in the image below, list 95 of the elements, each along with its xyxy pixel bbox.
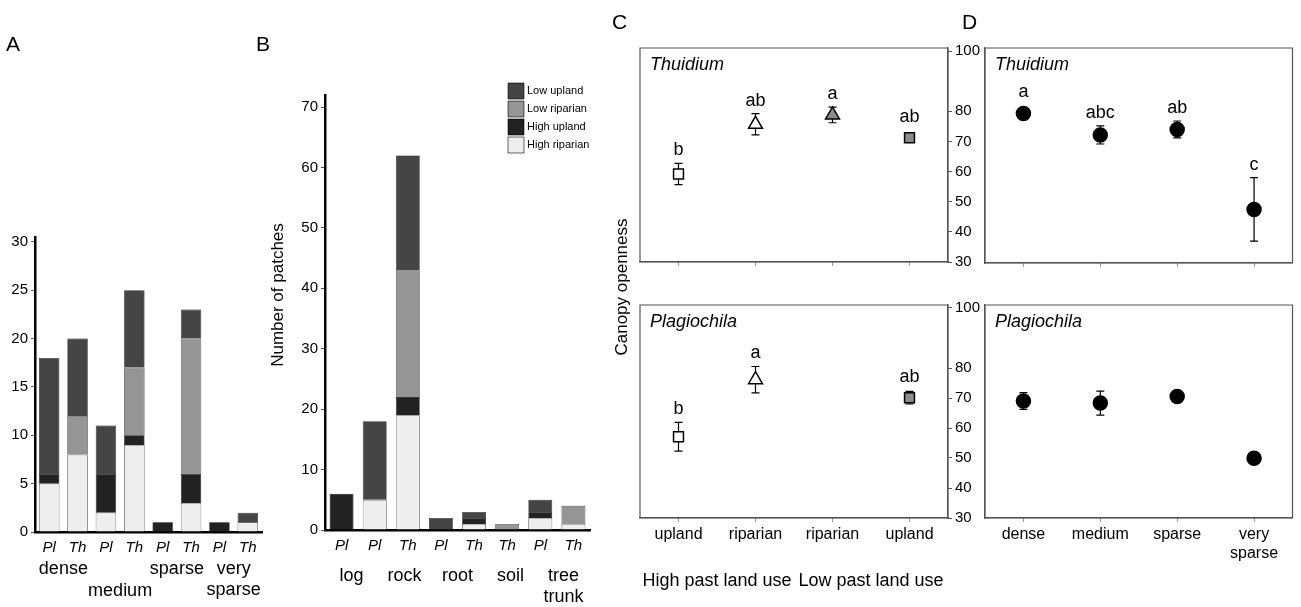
x-tick-label: sparse bbox=[1153, 525, 1202, 543]
data-label: ab bbox=[1167, 96, 1188, 117]
x-tick-label: Th bbox=[182, 538, 200, 556]
x-tick-label: Th bbox=[465, 536, 483, 554]
x-tick-label: upland bbox=[885, 525, 934, 543]
data-label: a bbox=[827, 82, 839, 103]
x-tick-label: Th bbox=[125, 538, 144, 556]
y-tick-label: 50 bbox=[955, 191, 972, 209]
y-tick-label: 50 bbox=[301, 218, 318, 236]
y-tick-label: 70 bbox=[301, 97, 318, 115]
y-axis-title: Number of patches bbox=[268, 223, 288, 367]
x-tick-label: Th bbox=[68, 538, 87, 556]
data-label: b bbox=[673, 139, 684, 160]
data-label: b bbox=[673, 398, 684, 419]
chart-title: D bbox=[962, 10, 978, 34]
y-tick-label: 30 bbox=[11, 231, 28, 249]
y-tick-label: 0 bbox=[19, 522, 28, 540]
y-tick-label: 40 bbox=[301, 278, 318, 296]
chart-subtitle: Thuidium bbox=[995, 54, 1070, 74]
x-tick-label: Th bbox=[498, 536, 516, 554]
text: log bbox=[339, 564, 364, 585]
x-tick-label: Pl bbox=[99, 538, 114, 556]
text: dense bbox=[38, 557, 88, 578]
data-label: a bbox=[1018, 81, 1030, 102]
x-tick-label: Pl bbox=[334, 536, 349, 554]
x-tick-label: very sparse bbox=[1230, 525, 1279, 562]
y-tick-label: 20 bbox=[11, 328, 28, 346]
x-tick-label: Pl bbox=[212, 538, 227, 556]
text: rock bbox=[387, 564, 423, 585]
y-tick-label: 50 bbox=[955, 448, 972, 466]
y-tick-label: 10 bbox=[11, 425, 28, 443]
data-label: ab bbox=[899, 365, 920, 386]
y-tick-label: 40 bbox=[955, 478, 972, 496]
x-tick-label: riparian bbox=[728, 525, 783, 543]
legend-label: Low riparian bbox=[527, 102, 587, 115]
point bbox=[1092, 395, 1109, 411]
chart-subtitle: Plagiochila bbox=[650, 311, 738, 331]
y-tick-label: 0 bbox=[309, 520, 318, 538]
data-label: a bbox=[750, 342, 762, 363]
y-tick-label: 100 bbox=[955, 41, 981, 59]
y-tick-label: 100 bbox=[955, 298, 981, 316]
y-tick-label: 25 bbox=[11, 280, 28, 298]
chart-title: C bbox=[612, 10, 628, 34]
x-tick-label: Pl bbox=[42, 538, 57, 556]
text: soil bbox=[496, 564, 525, 585]
data-label: ab bbox=[899, 105, 920, 126]
y-tick-label: 60 bbox=[955, 161, 972, 179]
x-tick-label: Th bbox=[239, 538, 257, 556]
y-tick-label: 10 bbox=[301, 459, 318, 477]
text: High past land use bbox=[642, 569, 792, 590]
y-tick-label: 20 bbox=[301, 399, 318, 417]
x-tick-label: Pl bbox=[434, 536, 449, 554]
text: tree trunk bbox=[543, 564, 585, 606]
y-axis-title: Canopy openness bbox=[612, 218, 632, 356]
text: sparse bbox=[149, 557, 204, 578]
x-tick-label: Pl bbox=[156, 538, 171, 556]
x-tick-label: dense bbox=[1001, 525, 1046, 543]
y-tick-label: 15 bbox=[11, 377, 28, 395]
y-tick-label: 5 bbox=[19, 473, 28, 491]
y-tick-label: 70 bbox=[955, 131, 972, 149]
text: medium bbox=[88, 579, 153, 600]
legend-label: High riparian bbox=[527, 138, 590, 151]
x-tick-label: medium bbox=[1071, 525, 1129, 543]
point bbox=[1169, 388, 1185, 405]
y-tick-label: 60 bbox=[301, 157, 318, 175]
chart-subtitle: Plagiochila bbox=[995, 311, 1083, 331]
text: Low past land use bbox=[798, 569, 944, 590]
y-tick-label: 30 bbox=[955, 508, 972, 526]
point bbox=[1246, 201, 1262, 218]
text: root bbox=[441, 564, 474, 585]
point bbox=[1246, 450, 1262, 467]
legend-label: High upland bbox=[527, 120, 586, 133]
chart-title: A bbox=[6, 32, 21, 56]
point bbox=[1015, 105, 1032, 122]
x-tick-label: Th bbox=[399, 536, 417, 554]
y-tick-label: 30 bbox=[955, 252, 972, 270]
y-tick-label: 80 bbox=[955, 101, 972, 119]
point bbox=[747, 370, 764, 385]
x-tick-label: riparian bbox=[805, 525, 860, 543]
data-label: ab bbox=[745, 89, 766, 110]
data-label: abc bbox=[1085, 101, 1115, 122]
y-tick-label: 70 bbox=[955, 388, 972, 406]
x-tick-label: Pl bbox=[368, 536, 383, 554]
chart-subtitle: Thuidium bbox=[650, 54, 725, 74]
y-tick-label: 40 bbox=[955, 222, 972, 239]
y-tick-label: 80 bbox=[955, 358, 972, 376]
point bbox=[1092, 127, 1109, 143]
legend-label: Low upland bbox=[527, 84, 584, 97]
chart-title: B bbox=[256, 32, 271, 56]
x-tick-label: Pl bbox=[533, 536, 548, 554]
x-tick-label: upland bbox=[654, 525, 703, 543]
y-tick-label: 60 bbox=[955, 418, 972, 436]
x-tick-label: Th bbox=[564, 536, 583, 554]
data-label: c bbox=[1249, 153, 1259, 174]
y-tick-label: 30 bbox=[301, 338, 318, 356]
